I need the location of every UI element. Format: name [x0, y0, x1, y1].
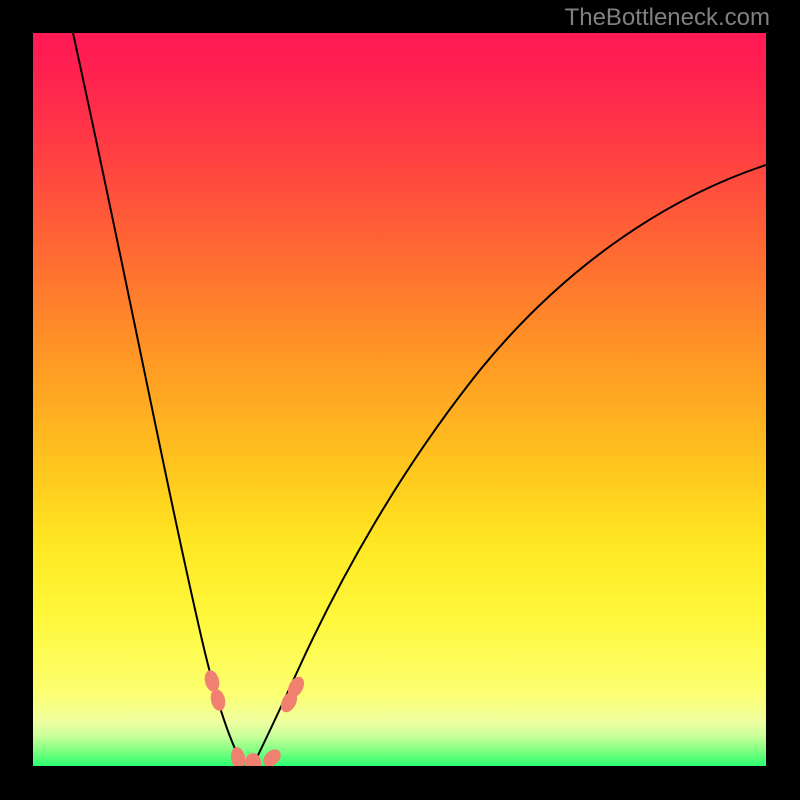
chart-svg — [0, 0, 800, 800]
chart-stage: TheBottleneck.com — [0, 0, 800, 800]
marker-1 — [209, 688, 228, 713]
marker-3 — [245, 753, 261, 773]
marker-2 — [229, 746, 247, 770]
curve-right-seg-2 — [480, 165, 766, 370]
marker-0 — [203, 669, 222, 694]
marker-4 — [260, 746, 284, 770]
curve-left-seg-0 — [73, 33, 202, 640]
curve-right-seg-1 — [298, 370, 480, 670]
